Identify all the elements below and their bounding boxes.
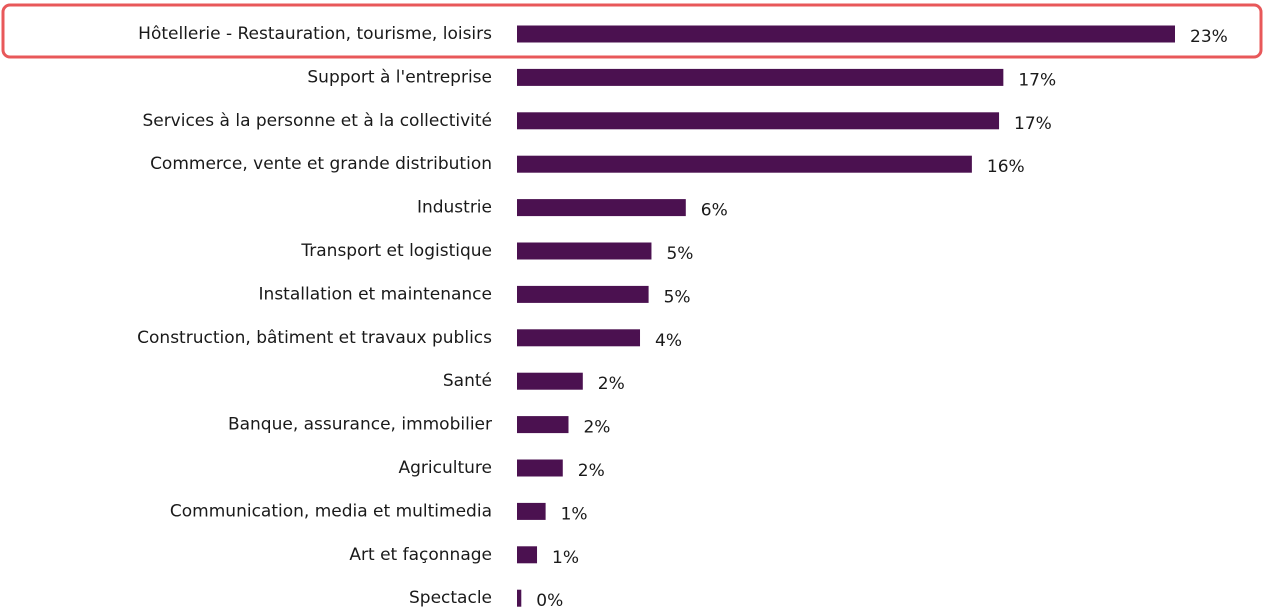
- category-label: Transport et logistique: [300, 241, 492, 261]
- category-label: Spectacle: [409, 588, 492, 608]
- category-label: Art et façonnage: [349, 545, 492, 565]
- category-label: Agriculture: [399, 458, 493, 478]
- value-label: 1%: [561, 504, 588, 524]
- value-label: 5%: [666, 244, 693, 264]
- category-label: Services à la personne et à la collectiv…: [142, 111, 492, 131]
- value-label: 5%: [664, 287, 691, 307]
- category-label: Construction, bâtiment et travaux public…: [137, 328, 492, 348]
- value-label: 4%: [655, 331, 682, 351]
- bar: [517, 416, 569, 434]
- value-label: 16%: [987, 157, 1025, 177]
- bar: [517, 68, 1004, 86]
- bar: [517, 502, 546, 520]
- bar: [517, 242, 652, 260]
- value-label: 6%: [701, 201, 728, 221]
- value-label: 2%: [598, 374, 625, 394]
- bar: [517, 155, 972, 173]
- value-label: 0%: [536, 591, 563, 609]
- value-label: 1%: [552, 548, 579, 568]
- value-label: 23%: [1190, 27, 1228, 47]
- category-label: Industrie: [417, 198, 492, 218]
- value-label: 2%: [578, 461, 605, 481]
- category-label: Banque, assurance, immobilier: [228, 415, 492, 435]
- category-label: Commerce, vente et grande distribution: [150, 154, 492, 174]
- bar: [517, 199, 686, 217]
- bar: [517, 285, 649, 303]
- bar: [517, 329, 641, 347]
- value-label: 17%: [1018, 70, 1056, 90]
- category-label: Hôtellerie - Restauration, tourisme, loi…: [138, 24, 492, 44]
- bar: [517, 112, 1000, 130]
- category-label: Communication, media et multimedia: [170, 501, 492, 521]
- category-label: Santé: [443, 371, 492, 391]
- bar: [517, 546, 538, 564]
- category-label: Support à l'entreprise: [307, 67, 492, 87]
- highlight-box: [1, 3, 1263, 59]
- bar: [517, 372, 583, 390]
- category-label: Installation et maintenance: [259, 284, 492, 304]
- bar: [517, 589, 522, 607]
- value-label: 17%: [1014, 114, 1052, 134]
- value-label: 2%: [583, 418, 610, 438]
- bar: [517, 459, 563, 477]
- bar: [517, 25, 1175, 43]
